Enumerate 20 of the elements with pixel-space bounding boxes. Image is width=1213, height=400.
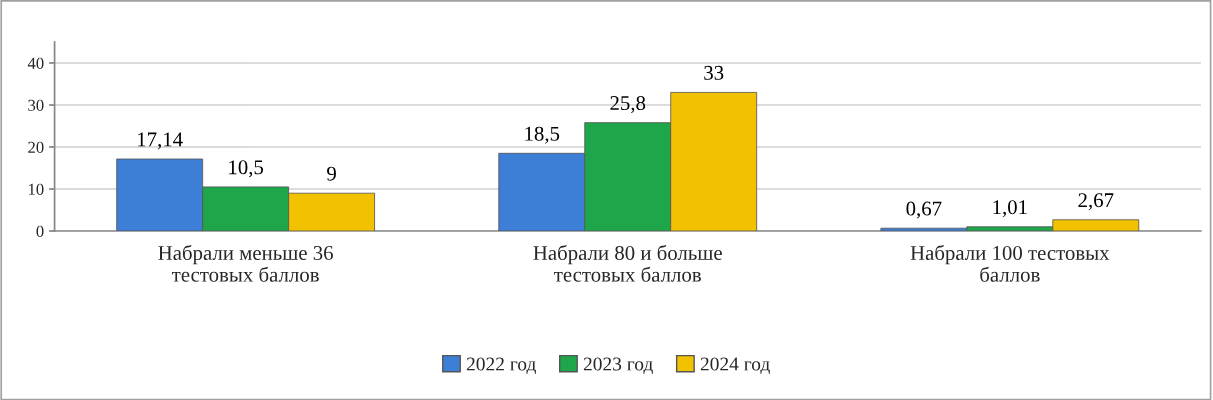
legend-label: 2022 год <box>466 357 536 375</box>
data-label: 10,5 <box>229 160 264 178</box>
data-label: 18,5 <box>525 126 560 144</box>
data-label: 25,8 <box>610 96 646 114</box>
data-label: 17,14 <box>138 132 183 150</box>
data-label: 33 <box>704 65 724 80</box>
x-tick-label: Набрали 100 тестовых баллов <box>910 244 1110 282</box>
y-tick-label: 20 <box>28 141 44 153</box>
x-tick-label: Набрали меньше 36 тестовых баллов <box>158 244 333 282</box>
legend-label: 2023 год <box>583 357 653 375</box>
legend-label: 2024 год <box>700 357 770 375</box>
data-label: 9 <box>327 166 336 181</box>
data-label: 1,01 <box>993 200 1027 218</box>
y-tick-label: 0 <box>36 225 44 237</box>
data-label: 2,67 <box>1078 193 1114 211</box>
y-tick-label: 40 <box>27 57 44 69</box>
x-tick-label: Набрали 80 и больше тестовых баллов <box>533 244 722 282</box>
y-tick-label: 30 <box>28 99 44 111</box>
y-tick-label: 10 <box>28 183 44 195</box>
data-label: 0,67 <box>906 201 942 219</box>
